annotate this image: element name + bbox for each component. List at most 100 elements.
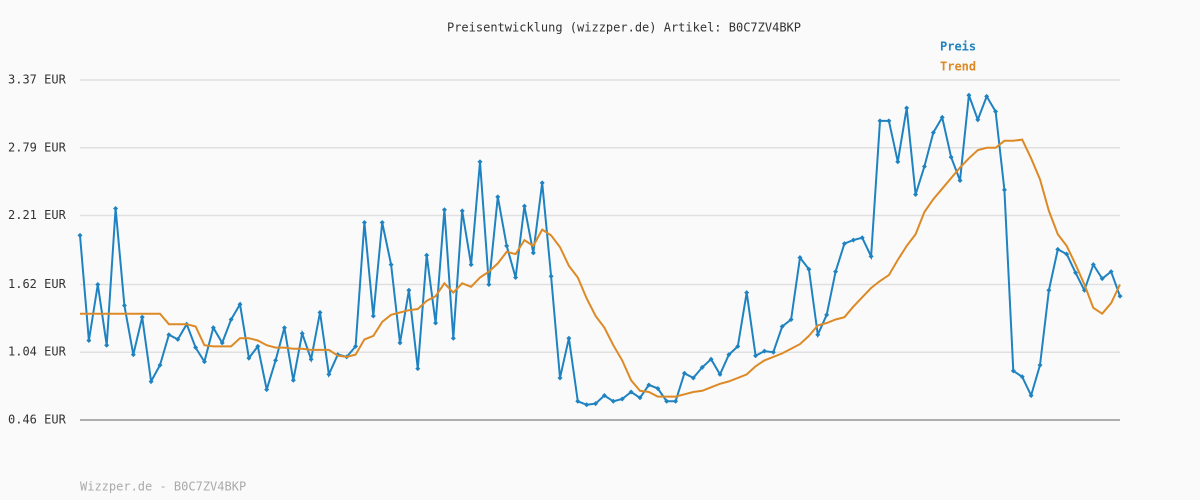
- data-point: [317, 310, 323, 316]
- data-point: [121, 302, 127, 308]
- data-point: [566, 335, 572, 341]
- data-point: [86, 338, 92, 344]
- data-point: [237, 301, 243, 307]
- data-point: [939, 114, 945, 120]
- data-point: [219, 340, 225, 346]
- data-point: [210, 325, 216, 331]
- data-point: [273, 357, 279, 363]
- data-point: [433, 320, 439, 326]
- data-point: [895, 159, 901, 165]
- data-point: [246, 355, 252, 361]
- data-point: [628, 389, 634, 395]
- data-point: [486, 281, 492, 287]
- data-point: [166, 332, 172, 338]
- data-point: [148, 378, 154, 384]
- legend-label: Preis: [940, 40, 976, 54]
- data-point: [513, 274, 519, 280]
- y-tick-label: 1.04 EUR: [8, 345, 67, 359]
- data-point: [201, 359, 207, 365]
- data-point: [593, 401, 599, 407]
- data-point: [397, 340, 403, 346]
- data-point: [130, 352, 136, 358]
- data-point: [1064, 251, 1070, 257]
- data-point: [308, 356, 314, 362]
- data-point: [1046, 287, 1052, 293]
- data-point: [264, 387, 270, 393]
- data-point: [477, 159, 483, 165]
- data-point: [708, 356, 714, 362]
- data-point: [388, 262, 394, 268]
- data-point: [95, 281, 101, 287]
- y-tick-label: 3.37 EUR: [8, 73, 67, 87]
- data-point: [993, 109, 999, 115]
- data-point: [877, 118, 883, 124]
- data-point: [673, 398, 679, 404]
- data-point: [690, 375, 696, 381]
- data-point: [530, 250, 536, 256]
- data-point: [290, 377, 296, 383]
- data-point: [735, 343, 741, 349]
- data-point: [601, 392, 607, 398]
- data-point: [806, 266, 812, 272]
- data-point: [984, 93, 990, 99]
- y-tick-label: 0.46 EUR: [8, 413, 67, 427]
- data-point: [370, 313, 376, 319]
- data-point: [1028, 392, 1034, 398]
- data-point: [406, 287, 412, 293]
- data-point: [575, 398, 581, 404]
- data-point: [726, 352, 732, 358]
- data-point: [904, 105, 910, 111]
- data-point: [788, 317, 794, 323]
- data-point: [495, 194, 501, 200]
- data-point: [193, 345, 199, 351]
- data-point: [1019, 374, 1025, 380]
- data-point: [975, 117, 981, 123]
- data-point: [1037, 362, 1043, 368]
- data-point: [717, 371, 723, 377]
- data-point: [450, 335, 456, 341]
- data-point: [1001, 187, 1007, 193]
- data-point: [610, 398, 616, 404]
- data-point: [557, 375, 563, 381]
- series-line: [80, 138, 1121, 398]
- data-point: [157, 362, 163, 368]
- data-point: [815, 332, 821, 338]
- footer: Wizzper.de - B0C7ZV4BKP: [80, 480, 246, 494]
- data-point: [770, 349, 776, 355]
- data-point: [255, 343, 261, 349]
- data-point: [361, 220, 367, 226]
- data-point: [1010, 368, 1016, 374]
- data-point: [441, 207, 447, 213]
- data-point: [326, 371, 332, 377]
- data-point: [637, 395, 643, 401]
- data-point: [797, 255, 803, 261]
- data-point: [886, 118, 892, 124]
- data-point: [664, 398, 670, 404]
- data-point: [113, 206, 119, 212]
- data-point: [175, 336, 181, 342]
- data-point: [1108, 269, 1114, 275]
- y-tick-label: 1.62 EUR: [8, 277, 67, 291]
- data-point: [139, 314, 145, 320]
- data-point: [77, 232, 83, 238]
- data-point: [104, 342, 110, 348]
- data-point: [957, 177, 963, 183]
- data-point: [779, 324, 785, 330]
- data-point: [1090, 262, 1096, 268]
- data-point: [841, 241, 847, 247]
- data-point: [281, 325, 287, 331]
- data-point: [646, 382, 652, 388]
- data-point: [753, 353, 759, 359]
- data-point: [930, 130, 936, 136]
- data-point: [744, 290, 750, 296]
- data-point: [859, 235, 865, 241]
- data-point: [699, 364, 705, 370]
- data-point: [1073, 270, 1079, 276]
- chart-title: Preisentwicklung (wizzper.de) Artikel: B…: [447, 21, 801, 35]
- data-point: [1055, 246, 1061, 252]
- data-point: [415, 366, 421, 372]
- data-point: [468, 262, 474, 268]
- data-point: [379, 220, 385, 226]
- data-point: [761, 348, 767, 354]
